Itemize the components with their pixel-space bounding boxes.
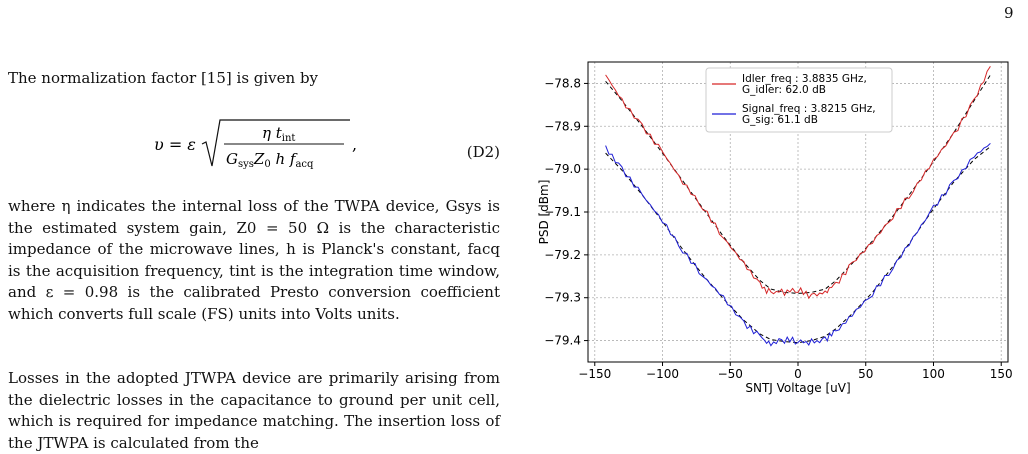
x-tick-label: 100	[922, 367, 945, 381]
y-tick-label: −79.1	[544, 205, 581, 219]
legend-label-0: Idler_freq : 3.8835 GHz,	[742, 73, 867, 85]
equation-number: (D2)	[466, 143, 500, 161]
x-tick-label: −150	[578, 367, 611, 381]
y-tick-label: −78.9	[544, 119, 581, 133]
fit-line-1	[605, 146, 991, 344]
svg-text:η tint: η tint	[262, 124, 295, 144]
x-tick-label: 50	[858, 367, 873, 381]
chart-legend: Idler_freq : 3.8835 GHz,G_idler: 62.0 dB…	[705, 67, 893, 133]
psd-chart: −150 −100 −50 0 50 100 150 −78.8 −78.9 −79.0 −79.…	[537, 61, 1013, 395]
y-tick-label: −79.3	[544, 291, 581, 305]
chart-grid	[588, 62, 1008, 362]
y-tick-label: −79.0	[544, 162, 581, 176]
equation-lhs: υ = ε	[154, 135, 196, 154]
eq-den-z-sub: 0	[264, 159, 270, 170]
sqrt-sign	[201, 119, 350, 167]
intro-sentence: The normalization factor [15] is given b…	[8, 69, 319, 87]
eq-numerator: η t	[262, 124, 283, 142]
x-tick-label: −100	[646, 367, 679, 381]
y-axis-label: PSD [dBm]	[537, 180, 551, 245]
y-tick-label: −79.2	[544, 248, 581, 262]
equation-formula: υ = ε η tint GsysZ0 h facq ,	[154, 119, 357, 170]
legend-label-0: G_idler: 62.0 dB	[742, 84, 826, 96]
eq-numerator-sub: int	[282, 133, 296, 144]
series-line-1	[605, 143, 991, 347]
y-ticks: −78.8 −78.9 −79.0 −79.1 −79.2 −79.3 −79.4	[544, 76, 588, 348]
y-tick-label: −78.8	[544, 76, 581, 90]
series-lines	[605, 66, 991, 347]
equation-d2: υ = ε η tint GsysZ0 h facq , (D2)	[8, 112, 500, 174]
series-line-0	[605, 66, 991, 300]
legend-label-1: G_sig: 61.1 dB	[742, 114, 818, 126]
eq-den-hf: h f	[271, 150, 298, 168]
eq-den-hf-sub: acq	[295, 159, 314, 170]
y-tick-label: −79.4	[544, 334, 581, 348]
x-tick-label: 150	[990, 367, 1013, 381]
psd-figure: −150 −100 −50 0 50 100 150 −78.8 −78.9 −79.0 −79.…	[536, 58, 1020, 412]
legend-box	[705, 67, 893, 133]
eq-den-g: G	[226, 150, 238, 168]
svg-text:GsysZ0 h facq: GsysZ0 h facq	[226, 150, 314, 170]
where-paragraph: where η indicates the internal loss of t…	[8, 197, 500, 323]
losses-paragraph: Losses in the adopted JTWPA device are p…	[8, 369, 500, 452]
x-axis-label: SNTJ Voltage [uV]	[745, 381, 850, 395]
legend-label-1: Signal_freq : 3.8215 GHz,	[742, 103, 876, 115]
page-number: 9	[1004, 4, 1014, 22]
eq-trailing: ,	[352, 135, 357, 154]
x-tick-label: 0	[794, 367, 802, 381]
x-tick-label: −50	[718, 367, 743, 381]
eq-den-z: Z	[253, 150, 265, 168]
x-ticks: −150 −100 −50 0 50 100 150	[578, 362, 1013, 381]
eq-den-g-sub: sys	[238, 159, 254, 170]
